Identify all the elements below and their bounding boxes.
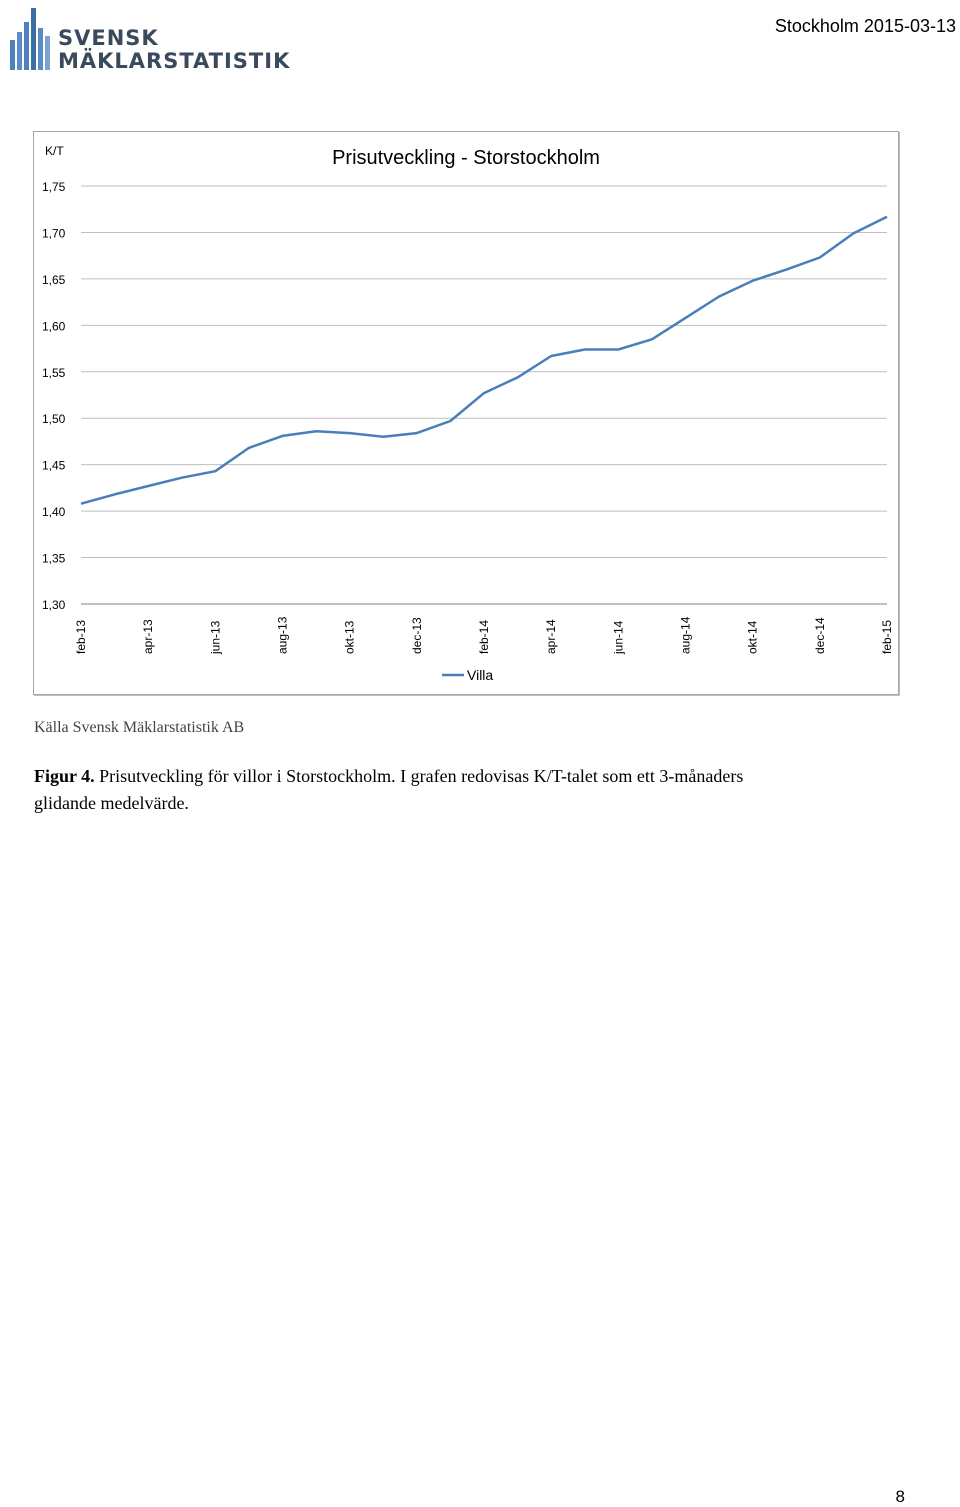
chart-title: Prisutveckling - Storstockholm [332,147,600,169]
y-tick-label: 1,40 [42,505,66,519]
logo-text-line2: MÄKLARSTATISTIK [58,49,291,73]
figure-label: Figur 4. [34,766,95,786]
y-tick-label: 1,60 [42,319,66,333]
y-tick-label: 1,55 [42,366,66,380]
y-tick-label: 1,45 [42,459,66,473]
series-line-villa [80,215,888,505]
page-number: 8 [895,1487,905,1506]
x-tick-label: apr-13 [141,619,155,654]
x-tick-label: okt-13 [343,620,357,654]
y-tick-label: 1,65 [42,273,66,287]
source-note: Källa Svensk Mäklarstatistik AB [34,719,245,736]
x-tick-label: dec-13 [410,617,424,654]
y-tick-labels: 1,30 1,35 1,40 1,45 1,50 1,55 1,60 1,65 1,70 1,75 [42,180,66,612]
series-group [80,215,888,505]
y-tick-label: 1,70 [42,226,66,240]
place-date: Stockholm 2015-03-13 [774,16,956,36]
y-tick-label: 1,35 [42,552,66,566]
y-tick-label: 1,30 [42,598,66,612]
y-axis-label: K/T [45,144,64,158]
line-chart: Prisutveckling - Storstockholm K/T 1,301… [42,144,894,683]
x-tick-label: jun-14 [611,620,625,655]
legend-label-villa: Villa [467,667,493,683]
y-tick-label: 1,75 [42,180,66,194]
x-tick-label: okt-14 [746,620,760,654]
x-tick-label: jun-13 [208,620,222,655]
figure-caption: Figur 4. Prisutveckling för villor i Sto… [34,763,794,817]
y-tick-label: 1,50 [42,412,66,426]
logo: SVENSK MÄKLARSTATISTIK [8,6,289,73]
legend: Villa [442,667,493,683]
x-tick-label: feb-15 [880,620,894,654]
chart-container: Prisutveckling - Storstockholm K/T 1,30 1… [33,131,899,695]
grid-lines [81,185,887,605]
logo-bars-icon [10,8,50,70]
x-tick-label: feb-14 [477,620,491,654]
logo-text-line1: SVENSK [58,26,159,50]
x-tick-labels: feb-13 apr-13 jun-13 aug-13 okt-13 dec-13 feb-… [74,616,894,655]
x-tick-label: aug-13 [276,616,290,654]
x-tick-label: apr-14 [544,619,558,654]
x-tick-label: feb-13 [74,620,88,654]
x-tick-label: dec-14 [813,617,827,654]
figure-caption-text: Prisutveckling för villor i Storstockhol… [34,766,744,813]
x-tick-label: aug-14 [679,616,693,654]
